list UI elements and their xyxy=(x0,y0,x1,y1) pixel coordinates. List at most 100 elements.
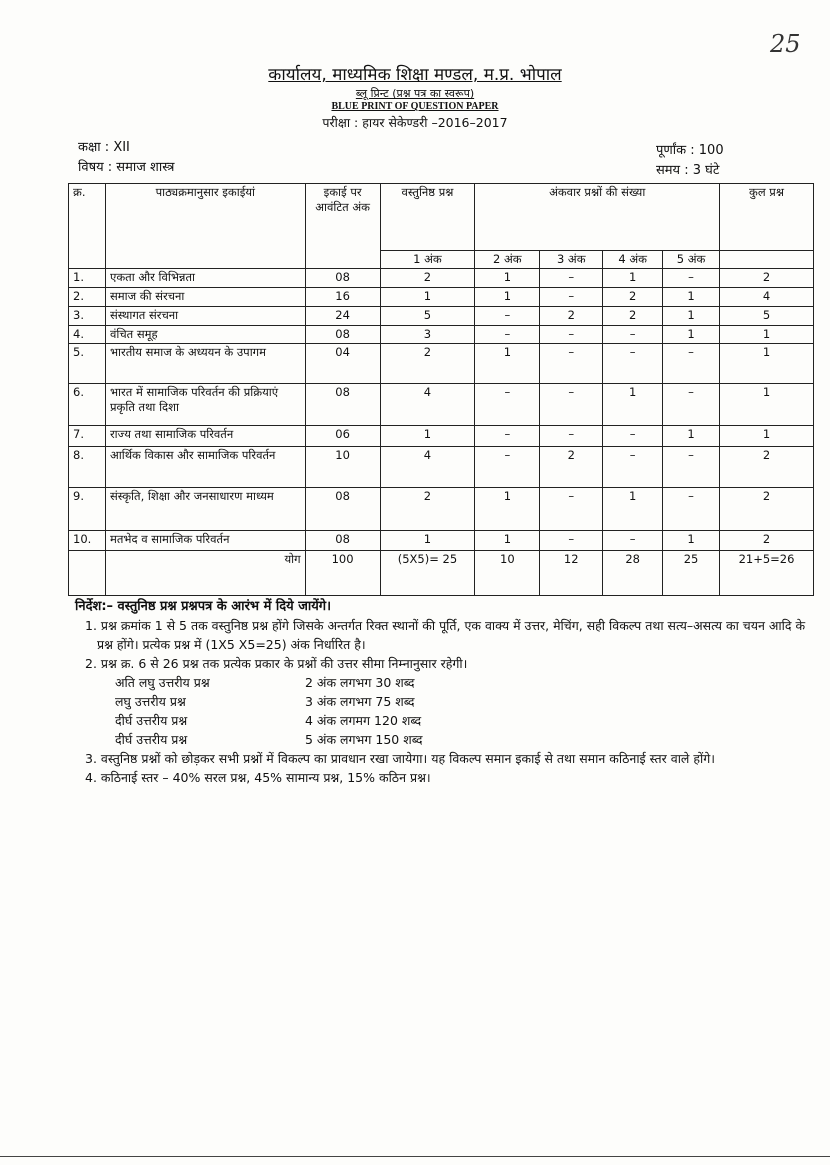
answer-limit-row: दीर्घ उत्तरीय प्रश्न 5 अंक लगभग 150 शब्द xyxy=(75,730,815,749)
word-limit: 4 अंक लगमग 120 शब्द xyxy=(305,713,422,728)
cell-sno: 6. xyxy=(68,383,106,426)
cell-m5: 1 xyxy=(662,325,720,344)
office-title: कार्यालय, माध्यमिक शिक्षा मण्डल, म.प्र. … xyxy=(268,65,562,85)
header-total: कुल प्रश्न xyxy=(719,183,814,251)
time-label: समय : 3 घंटे xyxy=(656,163,720,178)
cell-sno: 7. xyxy=(68,425,106,447)
sum-2-mark: 10 xyxy=(474,550,541,596)
cell-m1: 2 xyxy=(379,487,476,531)
word-limit: 3 अंक लगभग 75 शब्द xyxy=(305,694,415,709)
cell-marks: 10 xyxy=(304,446,381,488)
word-limit: 5 अंक लगभग 150 शब्द xyxy=(305,732,423,747)
exam-title: परीक्षा : हायर सेकेण्डरी –2016–2017 xyxy=(322,115,508,130)
cell-unit: राज्य तथा सामाजिक परिवर्तन xyxy=(104,425,306,447)
cell-m1: 3 xyxy=(379,325,476,344)
cell-marks: 04 xyxy=(304,343,381,384)
cell-m4: – xyxy=(602,446,664,488)
header-unit: पाठ्यक्रमानुसार इकाईयां xyxy=(104,183,306,269)
cell-sno: 8. xyxy=(68,446,106,488)
instruction-2: 2. प्रश्न क्र. 6 से 26 प्रश्न तक प्रत्ये… xyxy=(85,656,468,671)
answer-limit-row: अति लघु उत्तरीय प्रश्न 2 अंक लगभग 30 शब्द xyxy=(75,673,815,692)
sum-total: 21+5=26 xyxy=(719,550,814,596)
cell-marks: 08 xyxy=(304,530,381,551)
subtitle-hindi: ब्लू प्रिन्ट (प्रश्न पत्र का स्वरूप) xyxy=(355,87,475,100)
header-sno: क्र. xyxy=(68,183,106,269)
cell-m2: – xyxy=(474,306,541,326)
question-type: अति लघु उत्तरीय प्रश्न xyxy=(115,675,210,690)
cell-m1: 1 xyxy=(379,530,476,551)
cell-m1: 2 xyxy=(379,343,476,384)
header-2-mark: 2 अंक xyxy=(474,250,541,269)
cell-unit: संस्थागत संरचना xyxy=(104,306,306,326)
cell-sno: 3. xyxy=(68,306,106,326)
cell-unit: भारतीय समाज के अध्ययन के उपागम xyxy=(104,343,306,384)
cell-m1: 1 xyxy=(379,287,476,307)
bottom-rule xyxy=(0,1156,830,1157)
cell-m5: – xyxy=(662,343,720,384)
cell-total: 2 xyxy=(719,487,814,531)
table-row: 3. संस्थागत संरचना 24 5–2 2 1 5 xyxy=(68,306,814,326)
handwritten-page-mark: 25 xyxy=(770,30,801,58)
cell-m3: – xyxy=(539,487,604,531)
cell-m1: 4 xyxy=(379,383,476,426)
max-marks-label: पूर्णांक : 100 xyxy=(656,143,724,158)
header-objective: वस्तुनिष्ठ प्रश्न xyxy=(379,183,476,251)
cell-m1: 5 xyxy=(379,306,476,326)
table-row: 4. वंचित समूह 08 3– – –1 1 xyxy=(68,325,814,344)
table-row: 9. संस्कृति, शिक्षा और जनसाधारण माध्यम 08 2… xyxy=(68,487,814,531)
sum-marks: 100 xyxy=(304,550,381,596)
cell-m5: 1 xyxy=(662,530,720,551)
cell-m2: 1 xyxy=(474,343,541,384)
cell-m4: – xyxy=(602,325,664,344)
cell-m4: 1 xyxy=(602,383,664,426)
cell-m5: – xyxy=(662,383,720,426)
table-row: 10. मतभेद व सामाजिक परिवर्तन 08 1 1– –1 2 xyxy=(68,530,814,551)
answer-limit-row: लघु उत्तरीय प्रश्न 3 अंक लगभग 75 शब्द xyxy=(75,692,815,711)
cell-marks: 16 xyxy=(304,287,381,307)
instruction-4: 4. कठिनाई स्तर – 40% सरल प्रश्न, 45% साम… xyxy=(85,770,431,785)
instructions: निर्देश:– वस्तुनिष्ठ प्रश्न प्रश्नपत्र क… xyxy=(75,597,815,787)
cell-marks: 08 xyxy=(304,487,381,531)
blueprint-table: क्र. पाठ्यक्रमानुसार इकाईयां इकाई पर आवं… xyxy=(68,183,814,596)
cell-total: 1 xyxy=(719,325,814,344)
cell-m2: 1 xyxy=(474,268,541,288)
table-row: 2. समाज की संरचना 16 1 1–2 1 4 xyxy=(68,287,814,307)
cell-m5: – xyxy=(662,446,720,488)
cell-m2: 1 xyxy=(474,287,541,307)
sum-5-mark: 25 xyxy=(662,550,720,596)
cell-marks: 08 xyxy=(304,383,381,426)
cell-unit: भारत में सामाजिक परिवर्तन की प्रक्रियाएं… xyxy=(104,383,306,426)
cell-total: 1 xyxy=(719,425,814,447)
word-limit: 2 अंक लगभग 30 शब्द xyxy=(305,675,415,690)
answer-limit-row: दीर्घ उत्तरीय प्रश्न 4 अंक लगमग 120 शब्द xyxy=(75,711,815,730)
cell-m2: 1 xyxy=(474,530,541,551)
header-3-mark: 3 अंक xyxy=(539,250,604,269)
question-type: लघु उत्तरीय प्रश्न xyxy=(115,694,186,709)
cell-m3: – xyxy=(539,325,604,344)
instruction-3: 3. वस्तुनिष्ठ प्रश्नों को छोड़कर सभी प्र… xyxy=(85,751,716,766)
cell-m3: – xyxy=(539,383,604,426)
cell-m3: – xyxy=(539,287,604,307)
header-1-mark: 1 अंक xyxy=(379,250,476,269)
cell-total: 1 xyxy=(719,343,814,384)
header-markwise: अंकवार प्रश्नों की संख्या xyxy=(474,183,720,251)
cell-sno: 10. xyxy=(68,530,106,551)
cell-sno: 9. xyxy=(68,487,106,531)
cell-sno: 2. xyxy=(68,287,106,307)
cell-m4: 2 xyxy=(602,306,664,326)
sum-4-mark: 28 xyxy=(602,550,664,596)
cell-sno: 4. xyxy=(68,325,106,344)
cell-m4: 1 xyxy=(602,487,664,531)
cell-m1: 1 xyxy=(379,425,476,447)
cell-m4: 1 xyxy=(602,268,664,288)
cell-total: 2 xyxy=(719,268,814,288)
subject-label: विषय : समाज शास्त्र xyxy=(78,160,175,175)
cell-unit: संस्कृति, शिक्षा और जनसाधारण माध्यम xyxy=(104,487,306,531)
cell-total: 5 xyxy=(719,306,814,326)
sum-1-mark: (5X5)= 25 xyxy=(379,550,476,596)
cell-total: 4 xyxy=(719,287,814,307)
cell-sno: 1. xyxy=(68,268,106,288)
cell-m3: – xyxy=(539,268,604,288)
table-sum-row: योग 100 (5X5)= 25 10 12 28 25 21+5=26 xyxy=(68,550,814,596)
cell-marks: 08 xyxy=(304,325,381,344)
